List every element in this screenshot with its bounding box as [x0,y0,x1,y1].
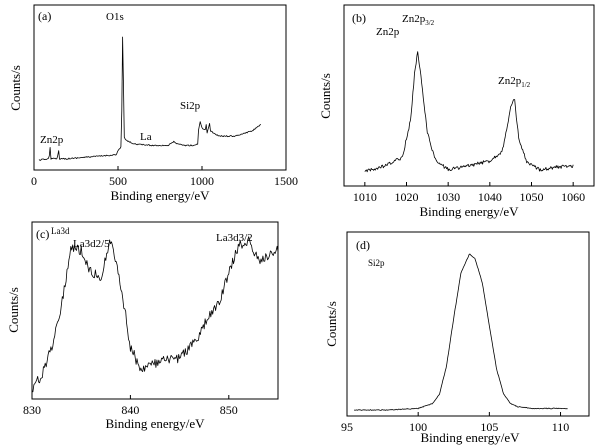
panel-b-letter: (b) [352,11,366,25]
panel-a-peak-label-si2p: Si2p [180,100,201,112]
panel-b-group-label: Zn2p [376,26,400,38]
panel-a-peak-label-zn2p: Zn2p [40,134,64,146]
panel-b-y-axis-label: Counts/s [318,73,333,119]
panel-c-x-tick-label-2: 850 [220,403,238,417]
panel-a-x-tick-label-2: 1000 [190,174,214,188]
panel-b-x-tick-label-5: 1060 [561,190,585,204]
panel-b-x-tick-label-1: 1020 [395,190,419,204]
panel-d-spectrum-line [354,253,568,411]
panel-a-x-axis-label: Binding energy/eV [110,188,210,203]
panel-d-x-tick-label-1: 100 [409,420,427,434]
panel-c-peak-label-la3d32: La3d3/2 [216,232,253,244]
panel-c-group-label: La3d [51,226,70,236]
panel-b-x-tick-label-3: 1040 [478,190,502,204]
panel-a: (a) 0 500 1000 1500 Zn2p O1s La Si2p Bindin… [8,4,298,203]
panel-a-x-tick-label-0: 0 [31,174,37,188]
panel-b-peak-label-zn2p12: Zn2p1/2 [498,75,531,89]
panel-b-x-tick-label-4: 1050 [520,190,544,204]
panel-a-x-tick-label-1: 500 [109,174,127,188]
panel-c-x-tick-label-1: 840 [121,403,139,417]
panel-d-group-label: Si2p [368,258,385,268]
panel-c-frame [31,221,279,400]
panel-c: (c) 830 840 850 La3d La3d2/5 La3d3/2 Bindi… [6,221,279,431]
panel-d-x-tick-label-0: 95 [341,420,353,434]
panel-d-x-tick-label-2: 105 [480,420,498,434]
panel-c-x-axis-label: Binding energy/eV [105,416,205,431]
panel-b-x-tick-label-0: 1010 [353,190,377,204]
panel-d-x-tick-label-3: 110 [552,420,570,434]
panel-d: (d) 95 100 105 110 Si2p Binding energy/eV C… [324,231,590,445]
panel-a-frame [33,4,287,171]
panel-b-peak-label-zn2p32-sub: 3/2 [425,19,434,27]
panel-b-peak-label-zn2p12-main: Zn2p [498,75,522,87]
panel-c-y-axis-label: Counts/s [6,287,21,333]
panel-a-peak-label-la: La [140,131,152,143]
panel-d-x-axis-label: Binding energy/eV [420,430,520,445]
panel-d-y-axis-label: Counts/s [324,301,339,347]
panel-b-peak-label-zn2p12-sub: 1/2 [521,81,530,89]
panel-b-peak-label-zn2p32: Zn2p3/2 [402,13,435,27]
panel-d-letter: (d) [356,238,370,252]
panel-d-frame [346,231,590,417]
panel-b-x-axis-label: Binding energy/eV [419,204,519,219]
panel-a-x-tick-label-3: 1500 [274,174,298,188]
panel-b: (b) 1010 1020 1030 1040 1050 1060 Zn2p Zn2p3/… [318,4,595,219]
panel-b-frame [343,4,595,187]
panel-b-x-tick-label-2: 1030 [436,190,460,204]
panel-b-spectrum-line [364,51,574,173]
panel-a-y-axis-label: Counts/s [8,65,23,111]
panel-c-letter: (c) [36,227,49,241]
panel-a-letter: (a) [38,9,51,23]
panel-a-peak-label-o1s: O1s [106,11,124,23]
panel-c-spectrum-line [31,236,279,393]
panel-c-x-tick-label-0: 830 [23,403,41,417]
panel-a-spectrum-line [38,36,262,161]
panel-b-peak-label-zn2p32-main: Zn2p [402,13,426,25]
panel-c-peak-label-la3d25: La3d2/5 [73,238,110,250]
